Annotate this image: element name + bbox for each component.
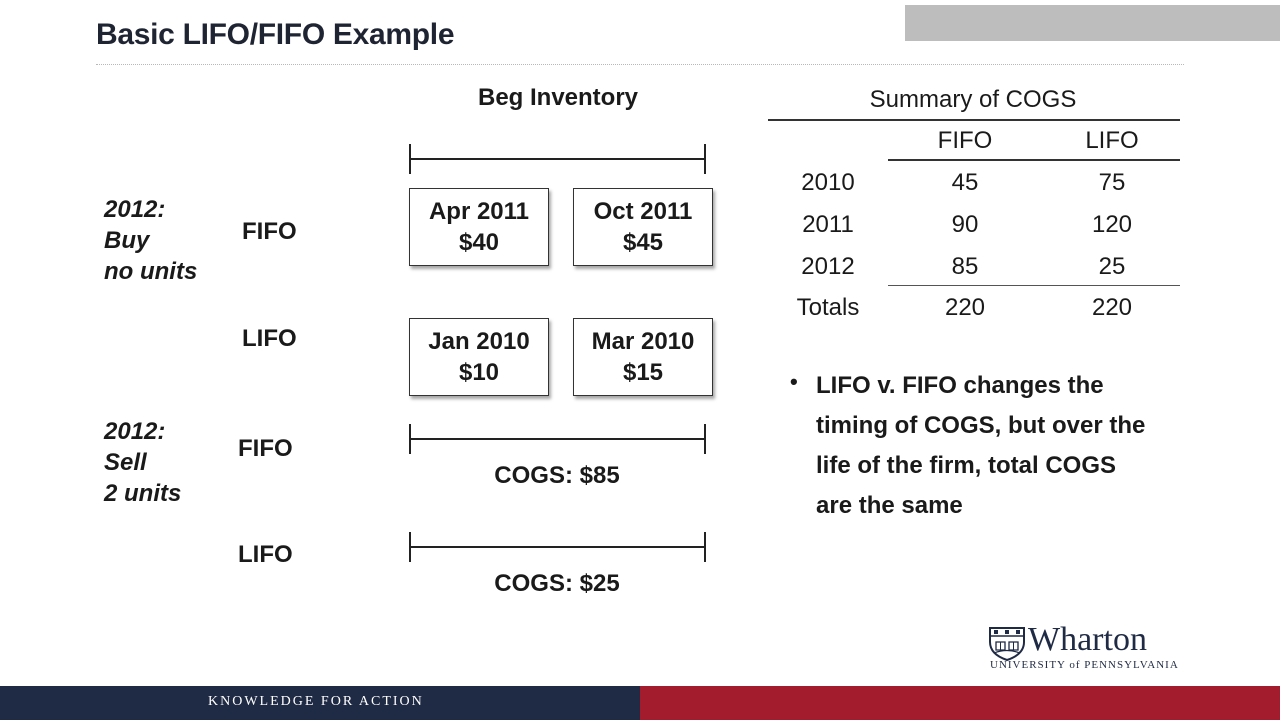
summary-row-label: 2012: [801, 253, 855, 280]
summary-row-fifo: 45: [951, 169, 979, 196]
logo-subtitle: UNIVERSITY of PENNSYLVANIA: [990, 659, 1179, 671]
scenario-buy-year: 2012:: [104, 196, 166, 223]
summary-row-fifo: 90: [951, 211, 979, 238]
lifo-cogs-span: [409, 532, 706, 562]
fifo-cogs-label: COGS: $85: [494, 462, 620, 489]
summary-row-fifo: 85: [951, 253, 979, 280]
lifo-row-label: LIFO: [242, 325, 297, 352]
summary-totals-lifo: 220: [1091, 294, 1133, 321]
summary-totals-label: Totals: [796, 294, 860, 321]
beg-inventory-label: Beg Inventory: [477, 84, 639, 111]
fifo-cogs-span: [409, 424, 706, 454]
bullet-text: LIFO v. FIFO changes the timing of COGS,…: [816, 372, 1146, 519]
inventory-box-fifo-1: Apr 2011 $40: [409, 188, 549, 266]
inventory-box-fifo-2: Oct 2011 $45: [573, 188, 713, 266]
box-date: Apr 2011: [428, 198, 530, 225]
summary-totals-rule: [888, 285, 1180, 286]
scenario-sell-year: 2012:: [104, 418, 166, 445]
summary-row-lifo: 25: [1098, 253, 1126, 280]
box-price: $40: [458, 229, 500, 256]
summary-row-lifo: 75: [1098, 169, 1126, 196]
summary-row-label: 2011: [802, 211, 854, 238]
footer-crimson-band: [640, 686, 1280, 720]
slide-title: Basic LIFO/FIFO Example: [96, 18, 455, 51]
summary-row-label: 2010: [801, 169, 855, 196]
scenario-sell: 2012: Sell 2 units: [104, 416, 181, 509]
summary-top-rule: [768, 119, 1180, 121]
scenario-buy-line1: Buy: [104, 227, 150, 254]
penn-shield-icon: [989, 627, 1025, 662]
inventory-box-lifo-2: Mar 2010 $15: [573, 318, 713, 396]
box-price: $10: [458, 359, 500, 386]
box-price: $15: [622, 359, 664, 386]
fifo-row-label: FIFO: [242, 218, 297, 245]
sell-lifo-label: LIFO: [238, 541, 293, 568]
summary-header-lifo: LIFO: [1085, 127, 1139, 154]
box-price: $45: [622, 229, 664, 256]
title-divider: [96, 64, 1184, 65]
box-date: Mar 2010: [591, 328, 695, 355]
header-gray-block: [905, 5, 1280, 41]
scenario-sell-line2: 2 units: [104, 480, 182, 507]
inventory-box-lifo-1: Jan 2010 $10: [409, 318, 549, 396]
footer-tagline: KNOWLEDGE FOR ACTION: [208, 694, 424, 709]
scenario-sell-line1: Sell: [104, 449, 147, 476]
box-date: Jan 2010: [428, 328, 530, 355]
box-date: Oct 2011: [593, 198, 693, 225]
summary-row-lifo: 120: [1091, 211, 1133, 238]
wharton-logo: Wharton UNIVERSITY of PENNSYLVANIA: [988, 621, 1192, 674]
beg-inventory-span: [409, 144, 706, 174]
logo-name: Wharton: [1028, 621, 1147, 658]
footer-navy-band: [0, 686, 640, 720]
lifo-cogs-label: COGS: $25: [494, 570, 620, 597]
summary-title: Summary of COGS: [869, 86, 1077, 113]
summary-header-fifo: FIFO: [937, 127, 993, 154]
bullet-marker: •: [790, 369, 798, 394]
summary-header-rule: [888, 159, 1180, 161]
scenario-buy-line2: no units: [104, 258, 198, 285]
scenario-buy: 2012: Buy no units: [104, 194, 197, 287]
summary-totals-fifo: 220: [944, 294, 986, 321]
sell-fifo-label: FIFO: [238, 435, 293, 462]
